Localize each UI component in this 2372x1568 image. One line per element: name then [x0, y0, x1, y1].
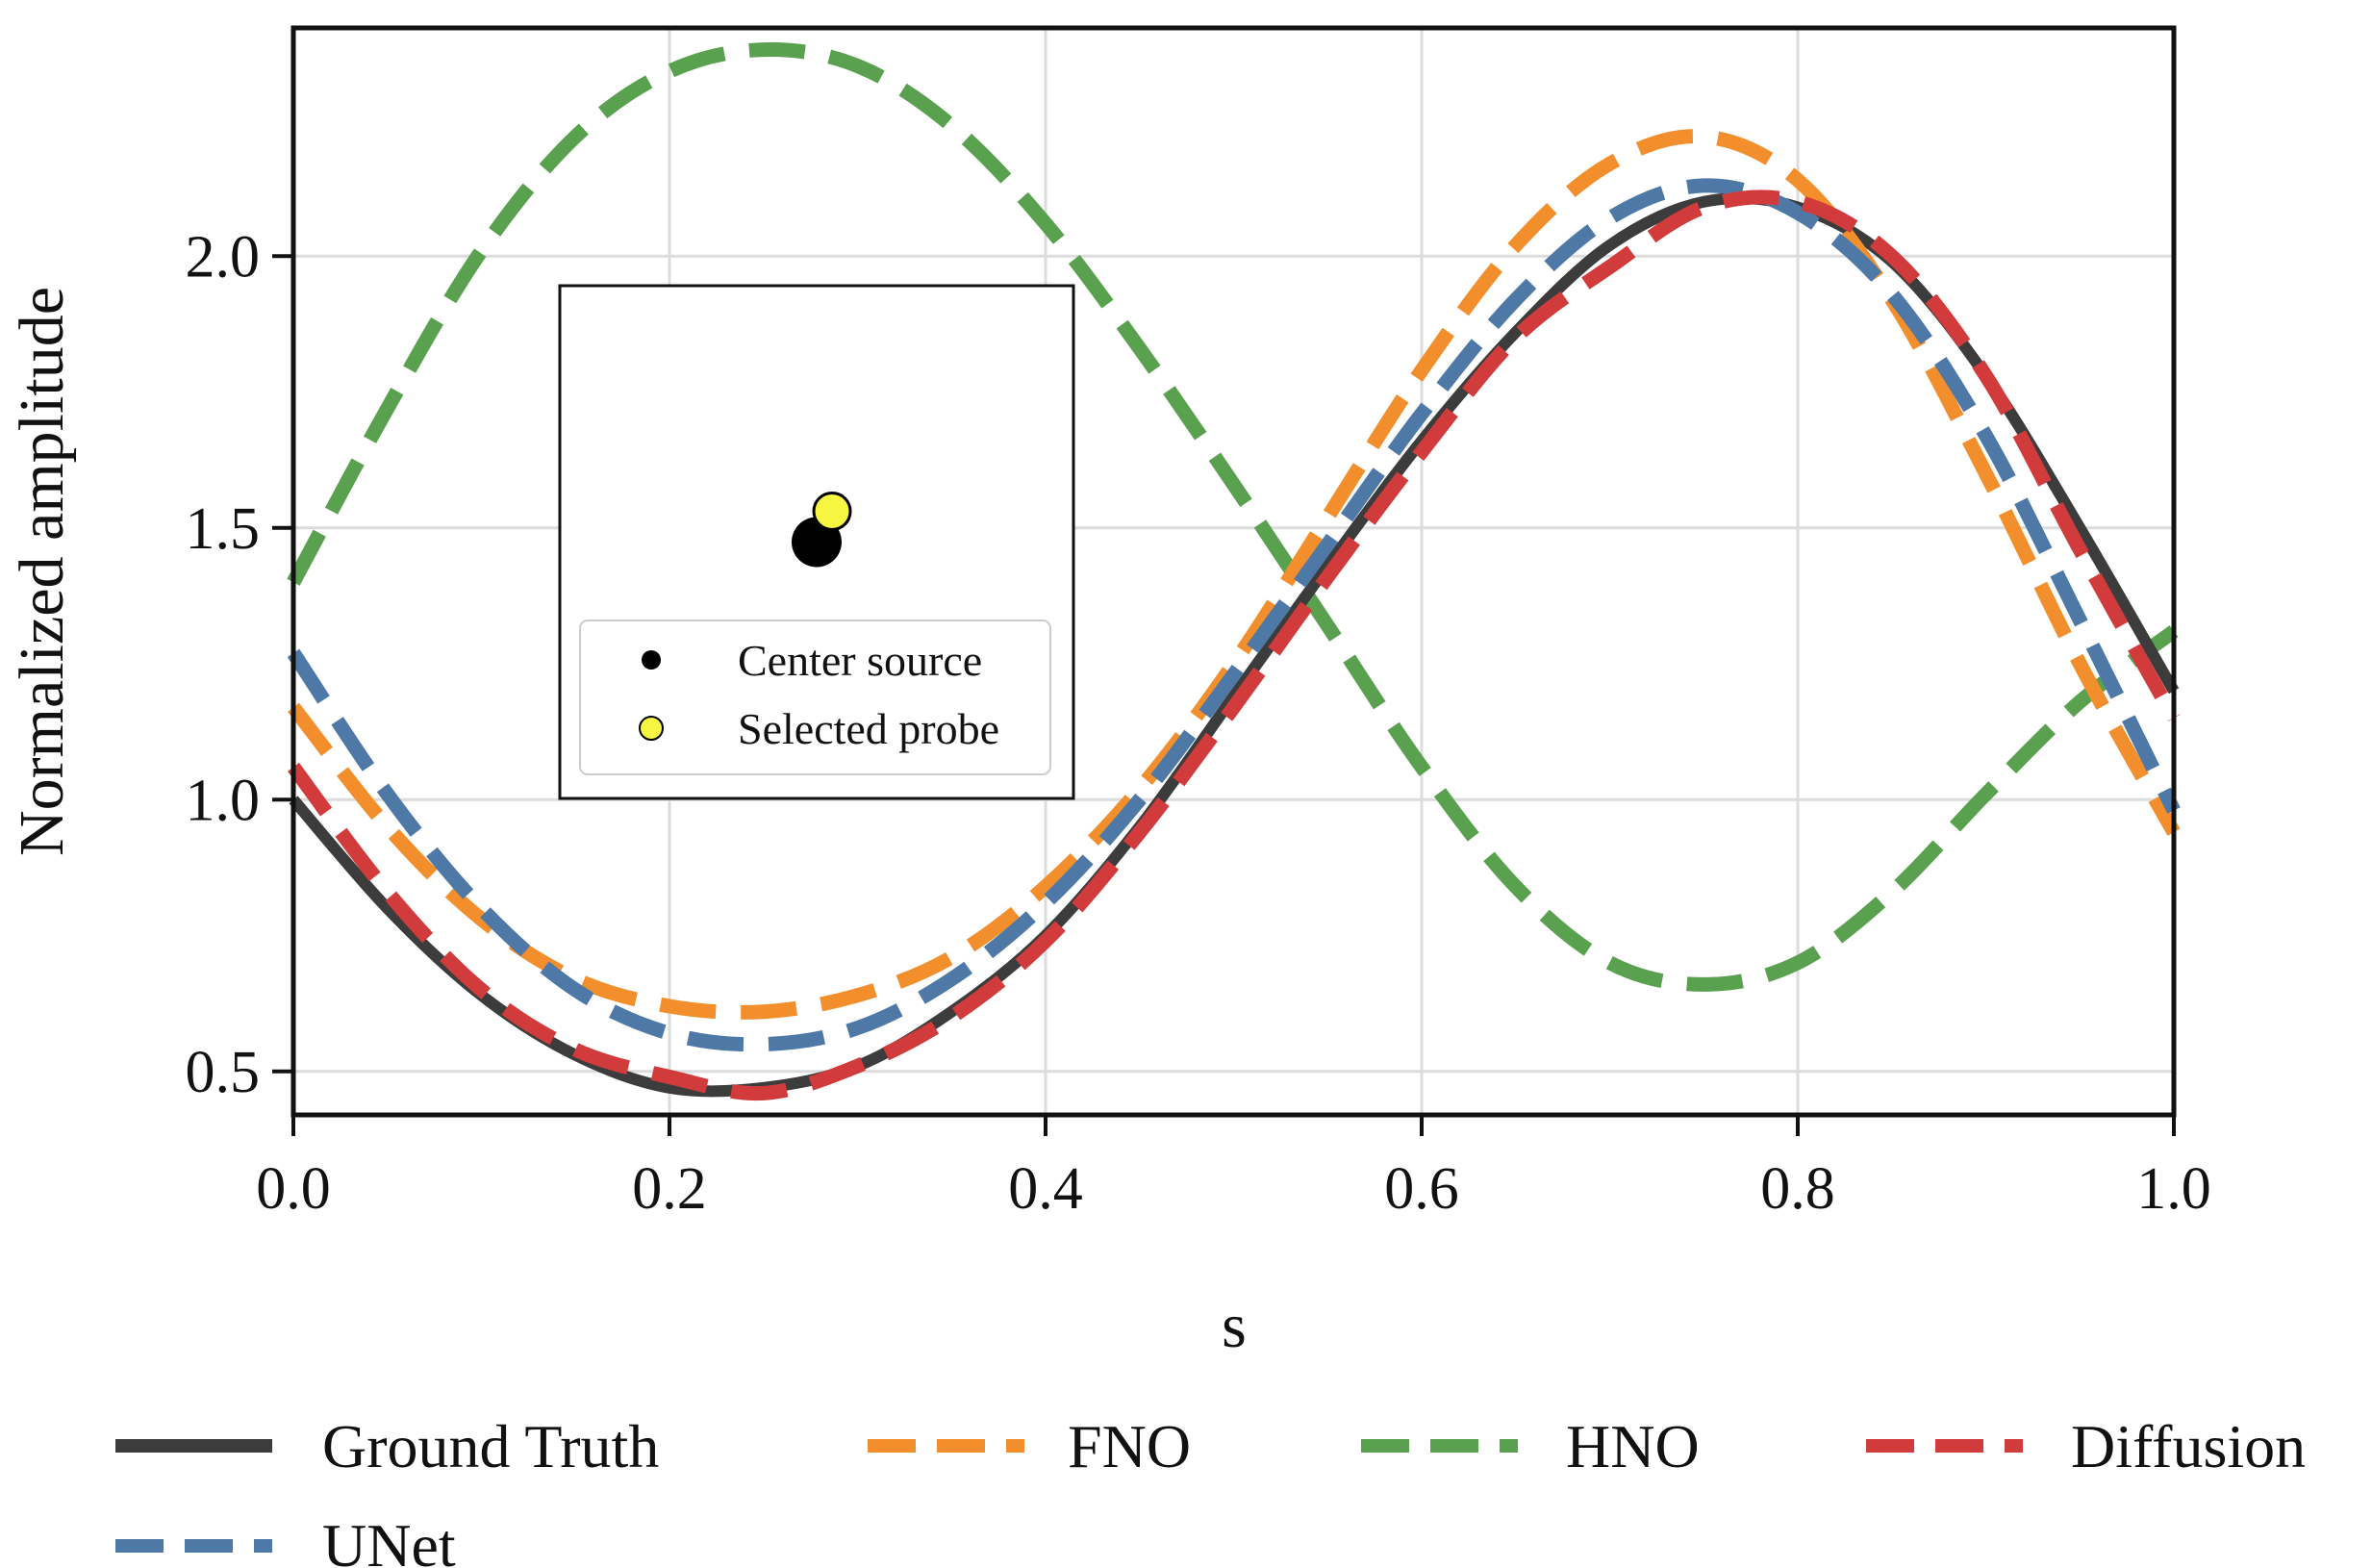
- x-tick-label: 0.6: [1384, 1156, 1459, 1222]
- series-line-diffusion: [288, 190, 2181, 1101]
- legend-label-hno: HNO: [1566, 1412, 1700, 1480]
- y-axis-label: Normalized amplitude: [7, 287, 77, 856]
- inset-legend: [579, 620, 1051, 775]
- x-tick-label: 0.8: [1760, 1156, 1835, 1222]
- inset-panel: Center source Selected probe: [558, 284, 1075, 800]
- y-tick-label: 2.0: [186, 224, 261, 290]
- x-axis: 0.0 0.2 0.4 0.6 0.8 1.0: [256, 1115, 2211, 1222]
- series-layer: [287, 41, 2181, 1101]
- series-line-unet: [287, 178, 2181, 1052]
- center-source-legend-label: Center source: [738, 636, 982, 685]
- x-tick-label: 0.2: [632, 1156, 707, 1222]
- x-tick-label: 0.0: [256, 1156, 331, 1222]
- legend-label-fno: FNO: [1068, 1412, 1191, 1480]
- selected-probe-legend-marker: [639, 716, 664, 741]
- plot-frame: [290, 25, 2177, 1118]
- y-tick-label: 0.5: [186, 1040, 261, 1105]
- y-axis: 0.5 1.0 1.5 2.0: [186, 224, 293, 1105]
- y-tick-label: 1.0: [186, 768, 261, 833]
- series-line-hno: [287, 41, 2179, 992]
- legend-label-diffusion: Diffusion: [2071, 1412, 2306, 1480]
- selected-probe-legend-label: Selected probe: [738, 704, 999, 753]
- legend-label-ground-truth: Ground Truth: [322, 1412, 659, 1480]
- center-source-legend-marker: [642, 650, 661, 670]
- selected-probe-point: [812, 492, 852, 532]
- x-axis-label: s: [1222, 1291, 1247, 1361]
- y-tick-label: 1.5: [186, 496, 261, 562]
- x-tick-label: 0.4: [1008, 1156, 1083, 1222]
- legend: Ground Truth FNO HNO Diffusion UNet: [115, 1412, 2306, 1568]
- x-tick-label: 1.0: [2136, 1156, 2211, 1222]
- legend-label-unet: UNet: [322, 1511, 456, 1568]
- inset-points: [792, 492, 852, 568]
